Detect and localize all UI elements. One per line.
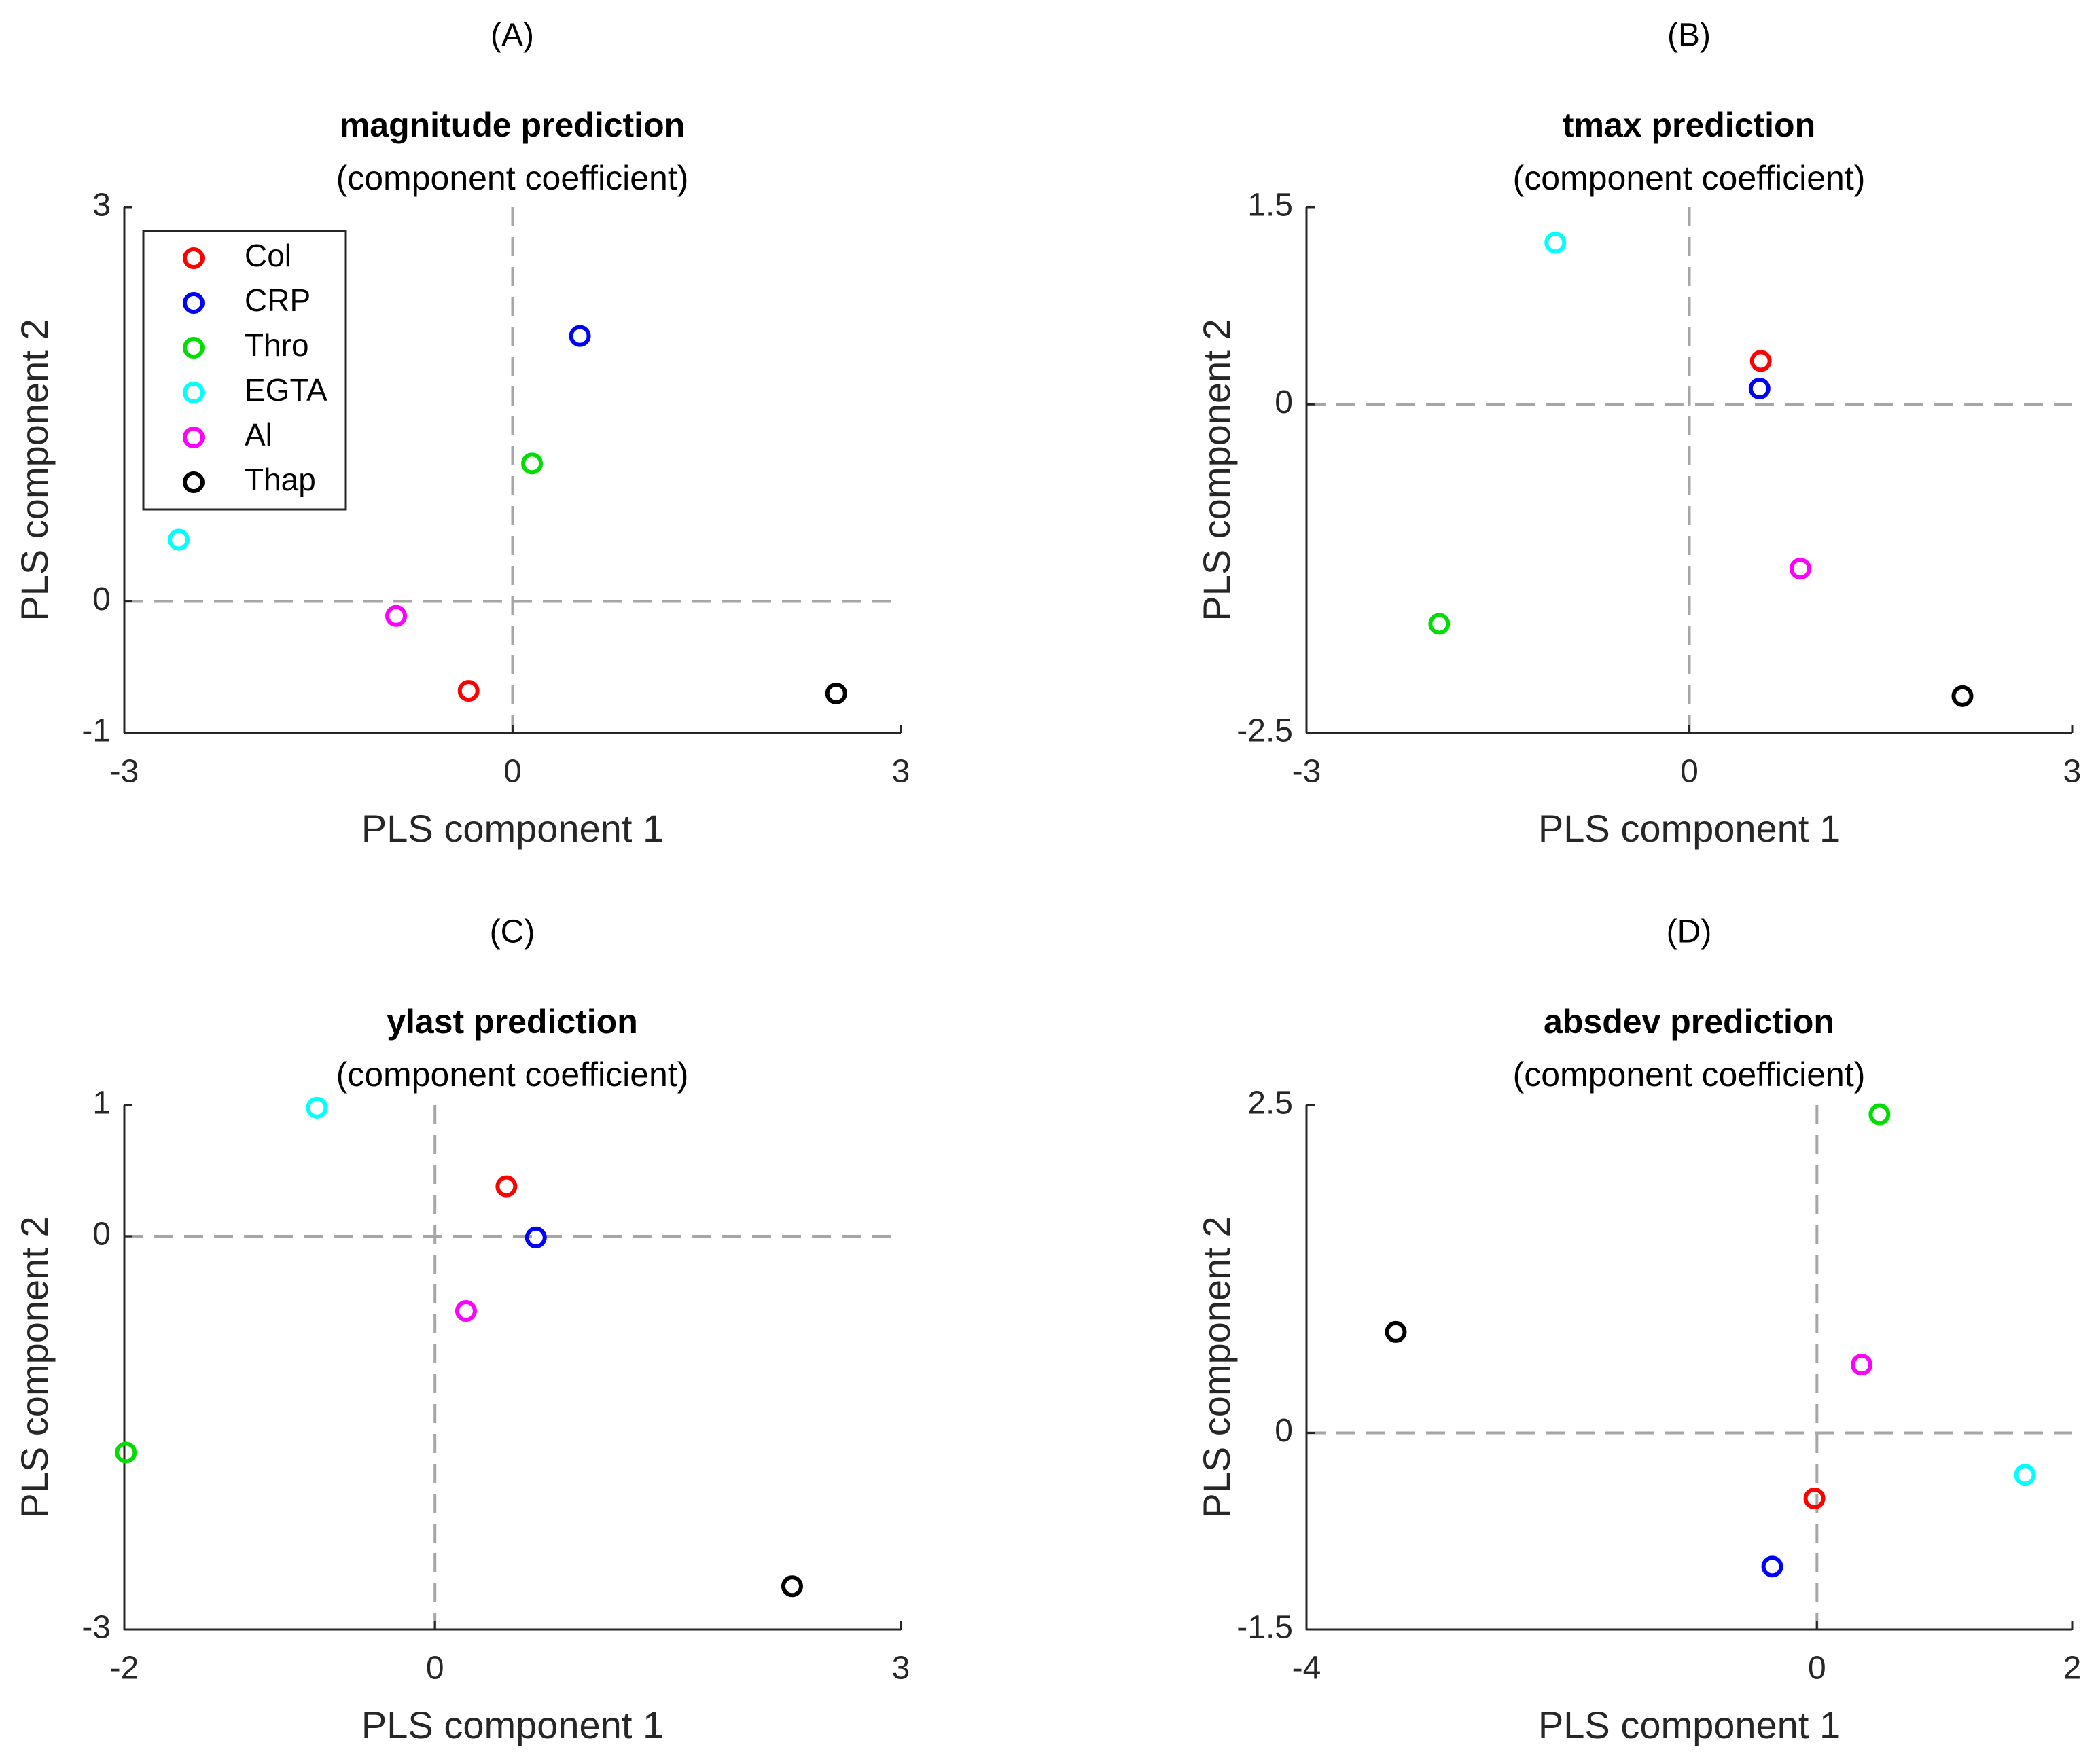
chart-panel-c: (C) ylast prediction (component coefficien… [13, 914, 910, 1746]
legend-label-col: Col [245, 238, 291, 273]
legend-marker-al [183, 427, 205, 448]
panel-label: (C) [490, 914, 535, 950]
chart-panel-a: (A) magnitude prediction (component coeffi… [13, 18, 910, 850]
data-point-thap [1951, 685, 1974, 707]
legend-label-egta: EGTA [245, 372, 327, 408]
panel-label: (D) [1667, 914, 1712, 950]
y-tick-label: 0 [1275, 384, 1293, 420]
chart-panel-b: (B) tmax prediction (component coefficient… [1195, 18, 2082, 850]
data-point-thro [115, 1441, 137, 1464]
x-tick-label: 0 [1808, 1651, 1826, 1687]
legend-marker-thap [183, 471, 205, 493]
y-axis-label: PLS component 2 [13, 1216, 56, 1518]
chart-subtitle: (component coefficient) [1513, 159, 1866, 197]
legend-label-thap: Thap [245, 462, 316, 497]
legend-marker-col [183, 247, 205, 269]
x-tick-label: -3 [1292, 754, 1321, 790]
x-axis-label: PLS component 1 [361, 1704, 664, 1746]
x-tick-label: -3 [110, 754, 139, 790]
data-point-egta [2014, 1464, 2036, 1486]
legend: Col CRP Thro EGTA Al Thap [142, 230, 347, 511]
chart-subtitle: (component coefficient) [336, 1056, 689, 1094]
data-point-col [1803, 1488, 1826, 1509]
data-point-al [1851, 1354, 1873, 1376]
x-tick-label: -4 [1292, 1651, 1321, 1687]
y-tick-label: -2.5 [1237, 713, 1293, 749]
legend-label-crp: CRP [245, 283, 310, 318]
panel-label: (B) [1667, 18, 1711, 54]
data-point-al [385, 605, 408, 627]
x-tick-label: 3 [892, 1651, 910, 1687]
y-tick-label: 2.5 [1247, 1085, 1293, 1121]
y-tick-label: -1 [82, 713, 111, 749]
data-point-thap [1385, 1320, 1407, 1343]
x-tick-label: 2 [2063, 1651, 2082, 1687]
data-point-col [495, 1175, 518, 1198]
x-tick-label: -2 [110, 1651, 139, 1687]
data-point-crp [569, 325, 591, 347]
x-tick-label: 0 [426, 1651, 444, 1687]
data-point-crp [1761, 1555, 1783, 1578]
data-point-thap [781, 1575, 803, 1598]
data-point-thap [825, 682, 847, 704]
data-point-egta [168, 528, 190, 551]
x-axis-label: PLS component 1 [361, 807, 664, 850]
y-tick-label: 0 [92, 1217, 111, 1253]
y-tick-label: 3 [92, 187, 111, 223]
y-tick-label: 1 [92, 1085, 111, 1121]
legend-label-al: Al [245, 417, 272, 452]
data-point-thro [521, 452, 544, 475]
data-point-al [1789, 558, 1811, 580]
x-tick-label: 0 [1680, 754, 1699, 790]
chart-title: absdev prediction [1544, 1003, 1834, 1041]
panel-label: (A) [491, 18, 534, 54]
chart-title: ylast prediction [387, 1003, 638, 1041]
data-point-crp [524, 1226, 547, 1248]
legend-marker-crp [183, 292, 205, 314]
data-point-egta [1544, 232, 1567, 254]
data-point-thro [1428, 613, 1451, 635]
y-tick-label: -1.5 [1237, 1610, 1293, 1646]
chart-subtitle: (component coefficient) [336, 159, 689, 197]
chart-subtitle: (component coefficient) [1513, 1056, 1866, 1094]
data-point-al [455, 1300, 477, 1322]
y-axis-label: PLS component 2 [13, 319, 56, 621]
chart-panel-d: (D) absdev prediction (component coefficie… [1195, 914, 2082, 1746]
chart-title: tmax prediction [1563, 106, 1815, 144]
x-tick-label: 3 [892, 754, 910, 790]
y-axis-label: PLS component 2 [1195, 1216, 1238, 1518]
data-point-crp [1748, 378, 1771, 400]
y-tick-label: 0 [1275, 1413, 1293, 1449]
y-axis-label: PLS component 2 [1195, 319, 1238, 621]
legend-label-thro: Thro [245, 327, 309, 363]
y-tick-label: 1.5 [1247, 187, 1293, 223]
legend-box [142, 230, 347, 511]
x-tick-label: 3 [2063, 754, 2082, 790]
data-point-thro [1868, 1103, 1891, 1126]
data-point-col [457, 680, 480, 702]
x-tick-label: 0 [503, 754, 522, 790]
legend-marker-thro [183, 337, 205, 359]
x-axis-label: PLS component 1 [1538, 807, 1841, 850]
data-point-egta [306, 1096, 328, 1119]
chart-title: magnitude prediction [340, 106, 685, 144]
y-tick-label: -3 [82, 1610, 111, 1646]
y-tick-label: 0 [92, 581, 111, 617]
legend-marker-egta [183, 382, 205, 403]
data-point-col [1749, 350, 1772, 372]
x-axis-label: PLS component 1 [1538, 1704, 1841, 1746]
